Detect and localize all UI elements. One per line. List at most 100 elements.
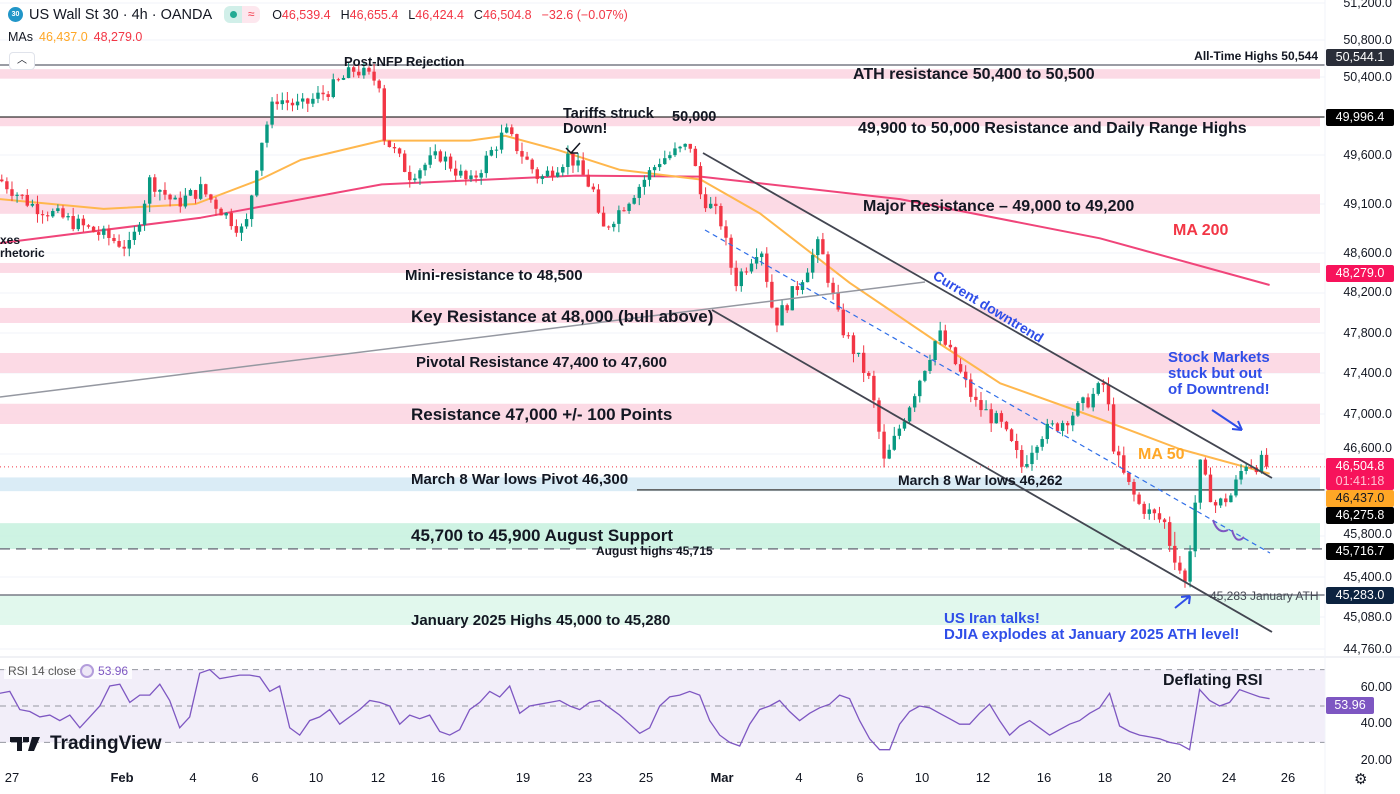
candle-body bbox=[362, 67, 366, 76]
candle-body bbox=[525, 156, 529, 160]
level-lines bbox=[0, 64, 1325, 596]
candle-body bbox=[759, 253, 764, 258]
candle-body bbox=[821, 239, 825, 255]
candle-body bbox=[229, 212, 233, 227]
y-tick-label: 49,600.0 bbox=[1343, 148, 1392, 162]
ma-legend[interactable]: MAs 46,437.0 48,279.0 bbox=[8, 30, 143, 44]
y-tick-label: 51,200.0 bbox=[1343, 0, 1392, 10]
candle-body bbox=[76, 218, 80, 230]
candle-body bbox=[958, 364, 963, 372]
curve-marker-icon bbox=[1212, 519, 1245, 541]
candle-body bbox=[1162, 519, 1167, 523]
x-tick-label: 12 bbox=[975, 770, 991, 785]
candle-body bbox=[132, 231, 137, 241]
candle-body bbox=[183, 195, 188, 207]
price-label-aug-high: 45,716.7 bbox=[1326, 543, 1394, 560]
candle-body bbox=[15, 194, 19, 196]
candle-body bbox=[688, 143, 692, 149]
rsi-line-path bbox=[0, 668, 1270, 751]
price-label-ath: 50,544.1 bbox=[1326, 49, 1394, 66]
annotation-august-highs: August highs 45,715 bbox=[596, 544, 713, 558]
zone-daily-range-highs bbox=[0, 116, 1320, 127]
annotation-50000: 50,000 bbox=[672, 109, 717, 125]
candle-body bbox=[51, 210, 55, 217]
candle-body bbox=[112, 237, 116, 242]
ohlc-high: H46,655.4 bbox=[340, 7, 399, 22]
annotation-major-resistance: Major Resistance – 49,000 to 49,200 bbox=[863, 198, 1135, 215]
candle-body bbox=[555, 172, 560, 177]
y-tick-label: 47,000.0 bbox=[1343, 407, 1392, 421]
candle-body bbox=[566, 153, 570, 167]
candle-body bbox=[433, 151, 437, 156]
candle-body bbox=[867, 372, 871, 376]
candle-body bbox=[1157, 513, 1162, 520]
x-tick-label: 4 bbox=[795, 770, 803, 785]
candle-body bbox=[581, 160, 585, 175]
y-tick-label: 45,800.0 bbox=[1343, 527, 1392, 541]
candle-body bbox=[1086, 397, 1090, 408]
candle-body bbox=[805, 272, 810, 283]
candle-body bbox=[1173, 545, 1177, 563]
y-tick-label: 45,080.0 bbox=[1343, 610, 1392, 624]
y-tick-label: 45,400.0 bbox=[1343, 570, 1392, 584]
candle-body bbox=[969, 379, 973, 397]
candle-body bbox=[617, 210, 621, 224]
candle-body bbox=[423, 164, 427, 171]
x-tick-label: 23 bbox=[577, 770, 593, 785]
x-tick-label: 12 bbox=[370, 770, 386, 785]
settings-gear-icon[interactable]: ⚙ bbox=[1354, 771, 1368, 788]
candle-body bbox=[392, 147, 397, 149]
collapse-legend-button[interactable]: ︿ bbox=[9, 52, 35, 70]
candle-body bbox=[1045, 423, 1049, 440]
candle-body bbox=[1050, 423, 1055, 425]
candle-body bbox=[1142, 503, 1146, 514]
candle-body bbox=[1076, 403, 1080, 416]
symbol-badge[interactable]: 30 bbox=[8, 7, 23, 22]
candle-body bbox=[224, 212, 228, 216]
candle-body bbox=[714, 203, 718, 206]
candle-body bbox=[377, 80, 381, 89]
candle-body bbox=[938, 330, 942, 342]
rsi-legend[interactable]: RSI 14 close 53.96 bbox=[4, 663, 133, 679]
candle-body bbox=[1030, 452, 1034, 465]
candle-body bbox=[188, 190, 193, 196]
rsi-tick-label: 40.00 bbox=[1360, 716, 1392, 731]
candle-body bbox=[530, 159, 534, 170]
candle-body bbox=[260, 142, 264, 171]
x-tick-label: 6 bbox=[856, 770, 864, 785]
candle-body bbox=[1229, 495, 1233, 503]
market-status[interactable]: ≈ bbox=[224, 6, 261, 23]
candle-body bbox=[295, 101, 300, 106]
candle-body bbox=[321, 92, 325, 95]
ohlc-low: L46,424.4 bbox=[408, 7, 464, 22]
candle-body bbox=[703, 194, 708, 209]
zone-war-lows-pivot bbox=[0, 477, 1320, 492]
x-tick-label: 16 bbox=[430, 770, 446, 785]
candle-body bbox=[91, 226, 96, 233]
candle-body bbox=[300, 98, 305, 102]
candle-body bbox=[367, 67, 371, 72]
market-open-icon bbox=[224, 6, 243, 23]
candle-body bbox=[280, 100, 284, 105]
x-tick-label: 4 bbox=[189, 770, 197, 785]
candle-body bbox=[668, 155, 672, 159]
annotation-august-support: 45,700 to 45,900 August Support bbox=[411, 526, 673, 545]
candle-body bbox=[1244, 466, 1248, 471]
candle-body bbox=[1081, 397, 1085, 404]
candle-body bbox=[408, 171, 412, 181]
y-tick-label: 47,400.0 bbox=[1343, 366, 1392, 380]
y-tick-label: 49,100.0 bbox=[1343, 197, 1392, 211]
zone-major-resistance bbox=[0, 194, 1320, 214]
candle-body bbox=[520, 151, 524, 157]
annotation-post-nfp: Post-NFP Rejection bbox=[344, 54, 465, 69]
annotation-stuck-3: of Downtrend! bbox=[1168, 381, 1270, 398]
symbol-title[interactable]: US Wall St 30 · 4h · OANDA bbox=[29, 6, 213, 23]
rsi-settings-icon[interactable] bbox=[80, 664, 95, 678]
candle-body bbox=[459, 170, 463, 176]
x-tick-label: 25 bbox=[638, 770, 654, 785]
candle-body bbox=[45, 215, 50, 217]
candle-body bbox=[249, 195, 254, 220]
candle-body bbox=[856, 352, 861, 355]
zones bbox=[0, 69, 1320, 625]
